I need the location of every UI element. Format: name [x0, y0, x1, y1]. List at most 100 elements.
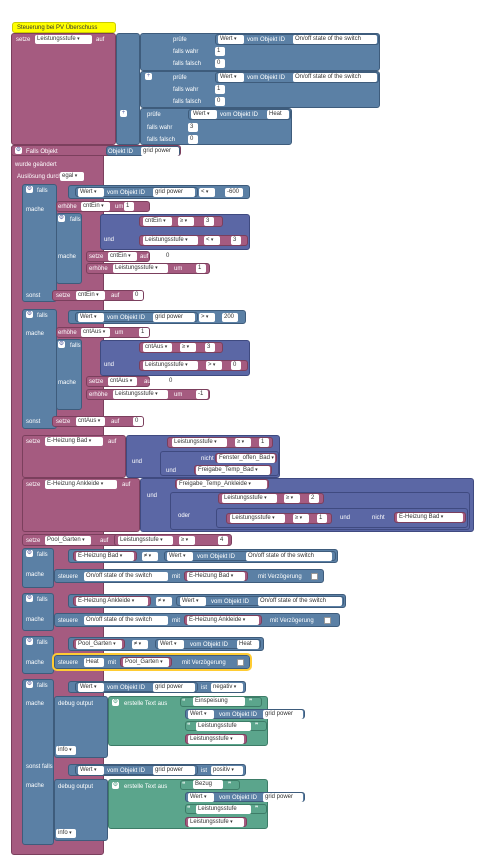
number-field[interactable]: 1: [317, 514, 327, 523]
number-field[interactable]: 1: [215, 47, 225, 56]
operator-dropdown[interactable]: ≠: [142, 552, 158, 561]
settings-gear-icon[interactable]: ⚙: [26, 681, 33, 688]
operator-dropdown[interactable]: ≥: [235, 438, 251, 447]
var-dropdown[interactable]: cntEin: [143, 217, 172, 226]
if-block-debug[interactable]: [22, 679, 54, 845]
var-dropdown[interactable]: cntAus: [108, 377, 137, 386]
operator-dropdown[interactable]: ≠: [132, 640, 148, 649]
var-dropdown[interactable]: E-Heizung Bad: [397, 513, 463, 522]
wert-dropdown[interactable]: Wert: [78, 188, 104, 197]
var-dropdown[interactable]: Freigabe_Temp_Bad: [196, 466, 270, 475]
number-field[interactable]: 200: [222, 313, 238, 322]
number-field[interactable]: 0: [188, 135, 198, 144]
object-id-field[interactable]: On/off state of the switch: [293, 73, 377, 82]
number-field[interactable]: 1: [215, 85, 225, 94]
operator-dropdown[interactable]: <: [199, 188, 215, 197]
operator-dropdown[interactable]: <: [204, 236, 220, 245]
settings-gear-icon[interactable]: ⚙: [112, 782, 119, 789]
var-dropdown[interactable]: Leistungsstufe: [222, 494, 277, 503]
var-dropdown[interactable]: Leistungsstufe: [230, 514, 285, 523]
object-id-field[interactable]: grid power: [153, 313, 195, 322]
number-field[interactable]: 0: [133, 291, 143, 300]
object-id-field[interactable]: grid power: [263, 793, 303, 802]
var-dropdown[interactable]: Pool_Garten: [123, 658, 169, 667]
number-field[interactable]: 0: [231, 361, 241, 370]
ternary-outer[interactable]: [116, 33, 140, 145]
settings-gear-icon[interactable]: ⚙: [26, 638, 33, 645]
nested-if[interactable]: [56, 213, 82, 284]
number-field[interactable]: 0: [164, 252, 174, 261]
var-dropdown[interactable]: Leistungsstufe: [188, 735, 244, 744]
wert-dropdown[interactable]: Wert: [218, 73, 244, 82]
text-field[interactable]: Bezug: [193, 780, 223, 789]
object-id-field[interactable]: Heat: [84, 658, 104, 667]
settings-gear-icon[interactable]: ⚙: [26, 595, 33, 602]
settings-gear-icon[interactable]: ⚙: [26, 311, 33, 318]
var-dropdown[interactable]: Freigabe_Temp_Ankleide: [177, 480, 267, 489]
operator-dropdown[interactable]: ≥: [284, 494, 300, 503]
get-value-block[interactable]: [185, 709, 305, 719]
operator-dropdown[interactable]: ≥: [293, 514, 309, 523]
var-dropdown[interactable]: E-Heizung Ankleide: [45, 480, 117, 489]
object-id-field[interactable]: On/off state of the switch: [246, 552, 332, 561]
object-id-field[interactable]: grid power: [153, 188, 195, 197]
delay-checkbox[interactable]: [237, 659, 244, 666]
number-field[interactable]: 4: [218, 536, 228, 545]
debug-output-block[interactable]: [54, 696, 108, 758]
wert-dropdown[interactable]: Wert: [78, 683, 104, 692]
object-id-field[interactable]: grid power: [153, 683, 195, 692]
var-dropdown[interactable]: Leistungsstufe: [143, 361, 198, 370]
number-field[interactable]: -600: [225, 188, 243, 197]
var-dropdown[interactable]: Leistungsstufe: [188, 818, 244, 827]
var-dropdown[interactable]: Pool_Garten: [76, 640, 122, 649]
var-dropdown[interactable]: Leistungsstufe: [172, 438, 227, 447]
number-field[interactable]: 1: [196, 264, 206, 273]
if-block-2[interactable]: [22, 309, 57, 429]
number-field[interactable]: 1: [259, 438, 269, 447]
var-dropdown[interactable]: E-Heizung Bad: [76, 552, 134, 561]
settings-gear-icon[interactable]: ⚙: [58, 215, 65, 222]
object-id-field[interactable]: On/off state of the switch: [293, 35, 377, 44]
var-dropdown[interactable]: E-Heizung Bad: [187, 572, 245, 581]
text-field[interactable]: Einspeisung: [193, 697, 245, 706]
number-field[interactable]: 0: [167, 377, 177, 386]
var-dropdown[interactable]: cntAus: [81, 328, 110, 337]
mutator-gear-icon[interactable]: +: [120, 110, 127, 117]
operator-dropdown[interactable]: >: [206, 361, 222, 370]
settings-gear-icon[interactable]: ⚙: [112, 699, 119, 706]
var-dropdown[interactable]: Leistungsstufe: [143, 236, 198, 245]
operator-dropdown[interactable]: >: [199, 313, 215, 322]
nested-if[interactable]: [56, 339, 82, 410]
get-value-block[interactable]: [75, 312, 198, 322]
object-id-field[interactable]: On/off state of the switch: [84, 616, 168, 625]
get-value-block[interactable]: [185, 792, 305, 802]
if-block-1[interactable]: [22, 184, 57, 302]
var-dropdown[interactable]: Leistungsstufe: [118, 536, 173, 545]
log-level-dropdown[interactable]: info: [56, 829, 76, 838]
settings-gear-icon[interactable]: ⚙: [26, 186, 33, 193]
var-dropdown[interactable]: E-Heizung Ankleide: [187, 616, 259, 625]
object-id-field[interactable]: Heat: [237, 640, 259, 649]
wert-dropdown[interactable]: Wert: [188, 710, 214, 719]
operator-dropdown[interactable]: ≥: [179, 536, 195, 545]
delay-checkbox[interactable]: [324, 617, 331, 624]
object-id-field[interactable]: grid power: [263, 710, 303, 719]
number-field[interactable]: 2: [309, 494, 319, 503]
var-dropdown-leistungsstufe[interactable]: Leistungsstufe: [35, 35, 92, 44]
var-dropdown[interactable]: cntAus: [143, 343, 172, 352]
var-dropdown[interactable]: cntEin: [76, 291, 105, 300]
wert-dropdown[interactable]: Wert: [167, 552, 193, 561]
text-field[interactable]: Leistungsstufe: [196, 722, 251, 731]
number-field[interactable]: 3: [204, 217, 214, 226]
var-dropdown[interactable]: cntAus: [76, 417, 105, 426]
number-field[interactable]: 3: [231, 236, 241, 245]
sign-dropdown[interactable]: positiv: [211, 766, 243, 775]
var-dropdown[interactable]: Leistungsstufe: [113, 390, 168, 399]
var-dropdown[interactable]: Leistungsstufe: [113, 264, 168, 273]
trigger-header[interactable]: [11, 145, 181, 156]
get-value-block[interactable]: [75, 682, 198, 692]
wert-dropdown[interactable]: Wert: [188, 793, 214, 802]
mutator-gear-icon[interactable]: +: [145, 73, 152, 80]
var-dropdown[interactable]: E-Heizung Ankleide: [76, 597, 148, 606]
number-field[interactable]: 3: [205, 343, 215, 352]
